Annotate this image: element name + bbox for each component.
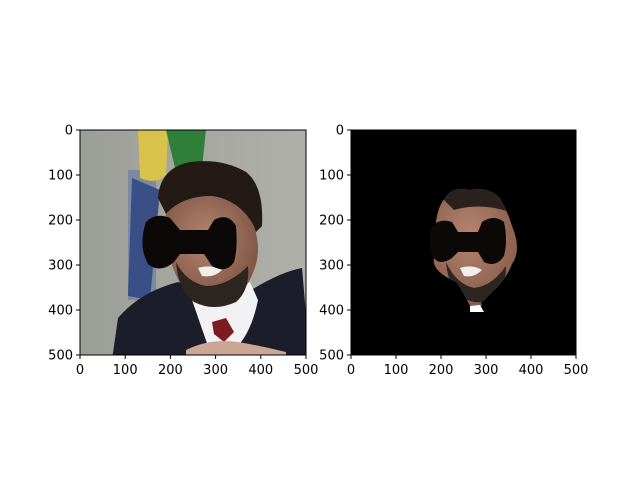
y-axis-right: 0 100 200 300 400 500 — [319, 124, 351, 364]
y-tick-label-left-2: 200 — [48, 214, 73, 229]
axes-left-frame — [79, 129, 307, 356]
y-tick-label-right-5: 500 — [319, 349, 344, 364]
tie — [212, 318, 234, 342]
y-tick-label-right-1: 100 — [319, 169, 344, 184]
portrait-photo — [80, 130, 306, 355]
x-tick-label-left-0: 0 — [76, 363, 84, 378]
x-tick-label-right-3: 300 — [474, 363, 499, 378]
axes-left-photo: 0 100 200 300 400 500 0 100 200 300 400 500 — [48, 124, 318, 379]
bowtie-occluder — [142, 215, 237, 270]
x-axis-right: 0 100 200 300 400 500 — [347, 355, 589, 378]
x-axis-left: 0 100 200 300 400 500 — [76, 355, 319, 378]
y-tick-label-left-5: 500 — [48, 349, 73, 364]
x-tick-label-right-5: 500 — [564, 363, 589, 378]
x-tick-label-right-0: 0 — [347, 363, 355, 378]
x-tick-label-left-4: 400 — [248, 363, 273, 378]
y-tick-label-right-2: 200 — [319, 214, 344, 229]
y-tick-label-left-0: 0 — [65, 124, 73, 139]
axes-right-frame — [350, 129, 577, 356]
face-segmentation-mask — [351, 130, 576, 355]
y-axis-left: 0 100 200 300 400 500 — [48, 124, 80, 364]
y-tick-label-left-4: 400 — [48, 304, 73, 319]
beard — [176, 262, 249, 307]
x-tick-label-left-3: 300 — [203, 363, 228, 378]
y-tick-label-left-3: 300 — [48, 259, 73, 274]
y-tick-label-left-1: 100 — [48, 169, 73, 184]
hair — [158, 161, 263, 232]
x-tick-label-left-2: 200 — [158, 363, 183, 378]
x-tick-label-right-4: 400 — [519, 363, 544, 378]
x-tick-label-right-2: 200 — [429, 363, 454, 378]
y-tick-label-right-4: 400 — [319, 304, 344, 319]
bowtie-occluder-mask — [429, 218, 506, 264]
shirt-fragment — [470, 305, 484, 312]
mouth — [198, 266, 222, 277]
y-tick-label-right-0: 0 — [336, 124, 344, 139]
x-tick-label-left-5: 500 — [294, 363, 319, 378]
axes-right-mask: 0 100 200 300 400 500 0 100 200 300 400 500 — [319, 124, 588, 379]
x-tick-label-left-1: 100 — [113, 363, 138, 378]
hand — [186, 341, 286, 355]
y-tick-label-right-3: 300 — [319, 259, 344, 274]
x-tick-label-right-1: 100 — [384, 363, 409, 378]
